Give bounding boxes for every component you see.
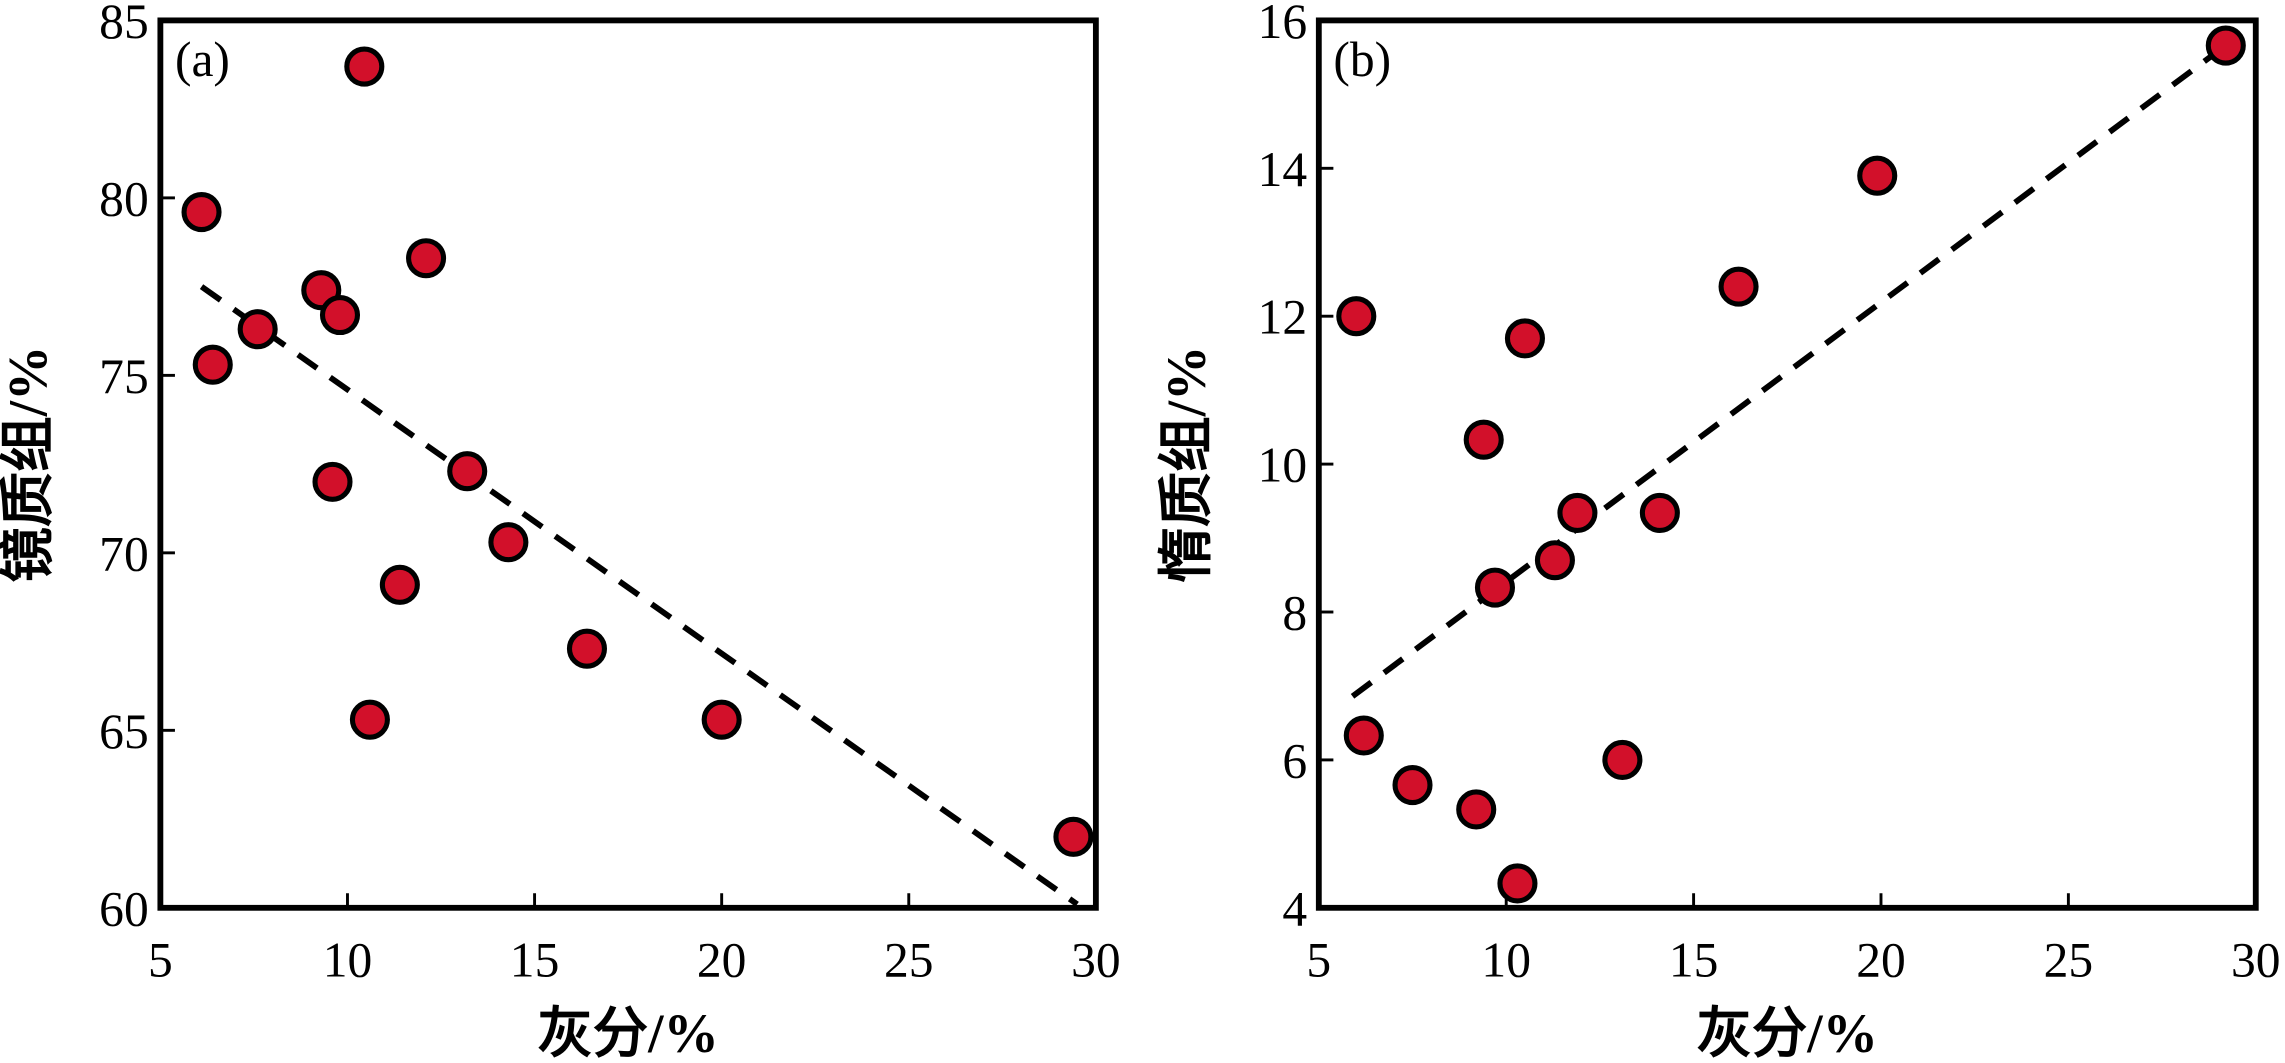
x-axis-label: 灰分/% xyxy=(1697,1003,1878,1063)
data-point xyxy=(349,699,390,740)
data-point xyxy=(1392,765,1433,806)
y-axis-label: 镜质组/% xyxy=(0,346,59,583)
y-tick-label: 6 xyxy=(1282,733,1307,788)
y-tick-label: 85 xyxy=(99,0,149,49)
panel-label: (b) xyxy=(1333,32,1391,87)
data-point xyxy=(488,522,529,563)
data-point xyxy=(312,461,353,502)
data-point xyxy=(1857,155,1898,196)
x-tick-label: 15 xyxy=(510,932,560,987)
y-tick-label: 80 xyxy=(99,171,149,226)
x-tick-label: 20 xyxy=(697,932,747,987)
y-tick-label: 75 xyxy=(99,349,149,404)
data-point xyxy=(237,309,278,350)
x-tick-label: 15 xyxy=(1669,932,1719,987)
trend-line xyxy=(1350,40,2232,699)
data-point xyxy=(1343,715,1384,756)
y-tick-label: 70 xyxy=(99,526,149,581)
x-tick-label: 5 xyxy=(1306,932,1331,987)
data-point xyxy=(1602,739,1643,780)
x-tick-label: 5 xyxy=(148,932,173,987)
panel-a: 5 10 15 20 25 30 60 65 70 75 80 85 (a) 灰分/% 镜质组/% xyxy=(0,0,1121,1063)
y-tick-label: 16 xyxy=(1258,0,1308,49)
data-point xyxy=(566,628,607,669)
plot-frame xyxy=(157,17,1099,911)
panel-label: (a) xyxy=(175,32,230,87)
data-point xyxy=(1557,492,1598,533)
y-tick-label: 4 xyxy=(1282,881,1307,936)
y-tick-label: 10 xyxy=(1258,438,1308,493)
plot-frame xyxy=(1315,17,2259,911)
y-tick-label: 14 xyxy=(1258,142,1308,197)
x-tick-label: 30 xyxy=(1071,932,1121,987)
y-tick-label: 8 xyxy=(1282,585,1307,640)
panel-b: 5 10 15 20 25 30 4 6 8 10 12 14 16 (b) 灰分/% 惰质组/% xyxy=(1156,0,2280,1063)
data-point xyxy=(447,451,488,492)
data-point xyxy=(379,564,420,605)
y-tick-label: 60 xyxy=(99,881,149,936)
data-point xyxy=(1336,296,1377,337)
data-point xyxy=(1456,789,1497,830)
x-tick-label: 10 xyxy=(323,932,373,987)
trend-line xyxy=(199,284,1079,907)
data-point xyxy=(1474,567,1516,608)
x-tick-label: 10 xyxy=(1481,932,1531,987)
y-axis-label: 惰质组/% xyxy=(1156,346,1217,583)
data-point xyxy=(406,238,447,279)
x-tick-label: 30 xyxy=(2231,932,2281,987)
data-point xyxy=(701,699,742,740)
data-point xyxy=(344,46,385,87)
y-tick-label: 65 xyxy=(99,704,149,759)
data-point xyxy=(181,192,222,233)
data-point xyxy=(1053,816,1094,857)
x-axis-label: 灰分/% xyxy=(537,1003,718,1063)
y-tick-label: 12 xyxy=(1258,290,1308,345)
data-point xyxy=(319,294,361,336)
data-point xyxy=(1718,266,1759,307)
data-point xyxy=(1534,540,1575,581)
data-point xyxy=(1639,492,1680,533)
data-point xyxy=(2205,25,2246,66)
data-point xyxy=(1497,863,1538,904)
data-point xyxy=(192,344,233,385)
data-point xyxy=(1463,419,1504,460)
x-tick-label: 25 xyxy=(2044,932,2094,987)
data-point xyxy=(1504,318,1545,359)
x-tick-label: 20 xyxy=(1856,932,1906,987)
x-tick-label: 25 xyxy=(884,932,934,987)
